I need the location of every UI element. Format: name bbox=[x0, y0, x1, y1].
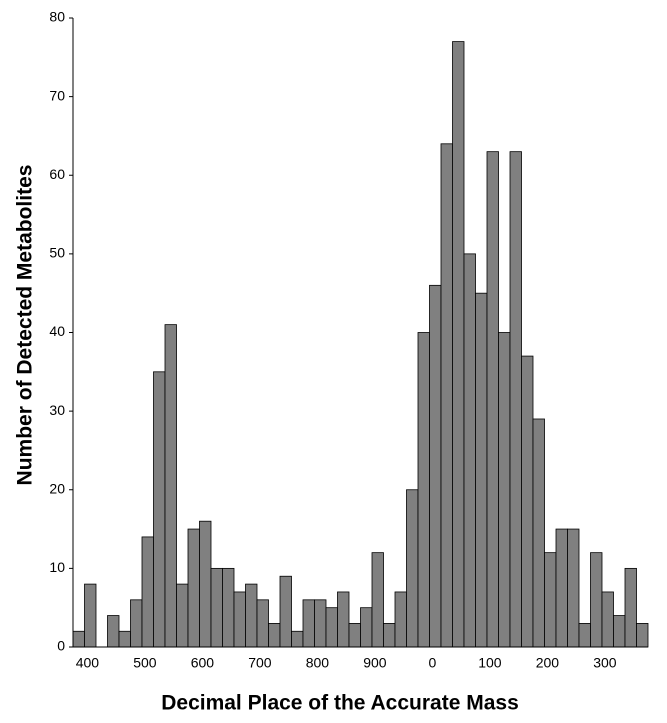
x-tick-label: 400 bbox=[76, 655, 100, 671]
x-tick-label: 900 bbox=[363, 655, 387, 671]
bar bbox=[164, 324, 177, 648]
bar bbox=[176, 583, 189, 648]
x-tick-label: 500 bbox=[133, 655, 157, 671]
bar bbox=[452, 41, 465, 648]
bar bbox=[325, 607, 338, 648]
x-tick-label: 800 bbox=[306, 655, 330, 671]
bar bbox=[118, 630, 131, 648]
bar bbox=[544, 552, 557, 648]
bar bbox=[406, 489, 419, 648]
bar bbox=[279, 575, 292, 648]
bar bbox=[509, 151, 522, 648]
bar bbox=[233, 591, 246, 648]
y-tick-label: 50 bbox=[49, 245, 65, 261]
x-tick-label: 200 bbox=[536, 655, 560, 671]
y-tick-label: 40 bbox=[49, 323, 65, 339]
bar bbox=[590, 552, 603, 648]
bar bbox=[245, 583, 258, 648]
bar bbox=[371, 552, 384, 648]
bar bbox=[486, 151, 499, 648]
bar bbox=[601, 591, 614, 648]
y-tick-label: 60 bbox=[49, 166, 65, 182]
y-tick-label: 20 bbox=[49, 480, 65, 496]
bar bbox=[498, 332, 511, 648]
bar bbox=[302, 599, 315, 648]
bar bbox=[578, 623, 591, 648]
bar bbox=[314, 599, 327, 648]
bar bbox=[624, 567, 637, 648]
bar bbox=[567, 528, 580, 648]
bar bbox=[394, 591, 407, 648]
y-axis-title: Number of Detected Metabolites bbox=[14, 165, 37, 486]
x-tick-label: 700 bbox=[248, 655, 272, 671]
y-tick-label: 30 bbox=[49, 402, 65, 418]
bar bbox=[613, 615, 626, 648]
y-tick-label: 10 bbox=[49, 559, 65, 575]
bar bbox=[268, 623, 281, 648]
bar bbox=[153, 371, 166, 648]
bar bbox=[107, 615, 120, 648]
bar bbox=[291, 630, 304, 648]
y-tick-label: 80 bbox=[49, 9, 65, 25]
x-tick-label: 0 bbox=[428, 655, 436, 671]
x-tick-label: 300 bbox=[593, 655, 617, 671]
bar bbox=[636, 623, 649, 648]
bar bbox=[440, 143, 453, 648]
bar bbox=[337, 591, 350, 648]
bar bbox=[521, 355, 534, 648]
bar bbox=[84, 583, 97, 648]
bar bbox=[141, 536, 154, 648]
y-tick-label: 0 bbox=[57, 638, 65, 654]
bar bbox=[417, 332, 430, 648]
bar bbox=[222, 567, 235, 648]
bar bbox=[72, 630, 85, 648]
bar bbox=[360, 607, 373, 648]
bar bbox=[210, 567, 223, 648]
bar bbox=[130, 599, 143, 648]
bar bbox=[348, 623, 361, 648]
bar bbox=[199, 520, 212, 648]
bar bbox=[383, 623, 396, 648]
y-tick-label: 70 bbox=[49, 87, 65, 103]
bar bbox=[475, 292, 488, 648]
bar bbox=[256, 599, 269, 648]
bar bbox=[532, 418, 545, 648]
x-axis-title: Decimal Place of the Accurate Mass bbox=[161, 692, 519, 715]
bar bbox=[187, 528, 200, 648]
x-tick-label: 600 bbox=[191, 655, 215, 671]
bar bbox=[429, 284, 442, 648]
x-tick-label: 100 bbox=[478, 655, 502, 671]
bar bbox=[463, 253, 476, 648]
bar bbox=[555, 528, 568, 648]
